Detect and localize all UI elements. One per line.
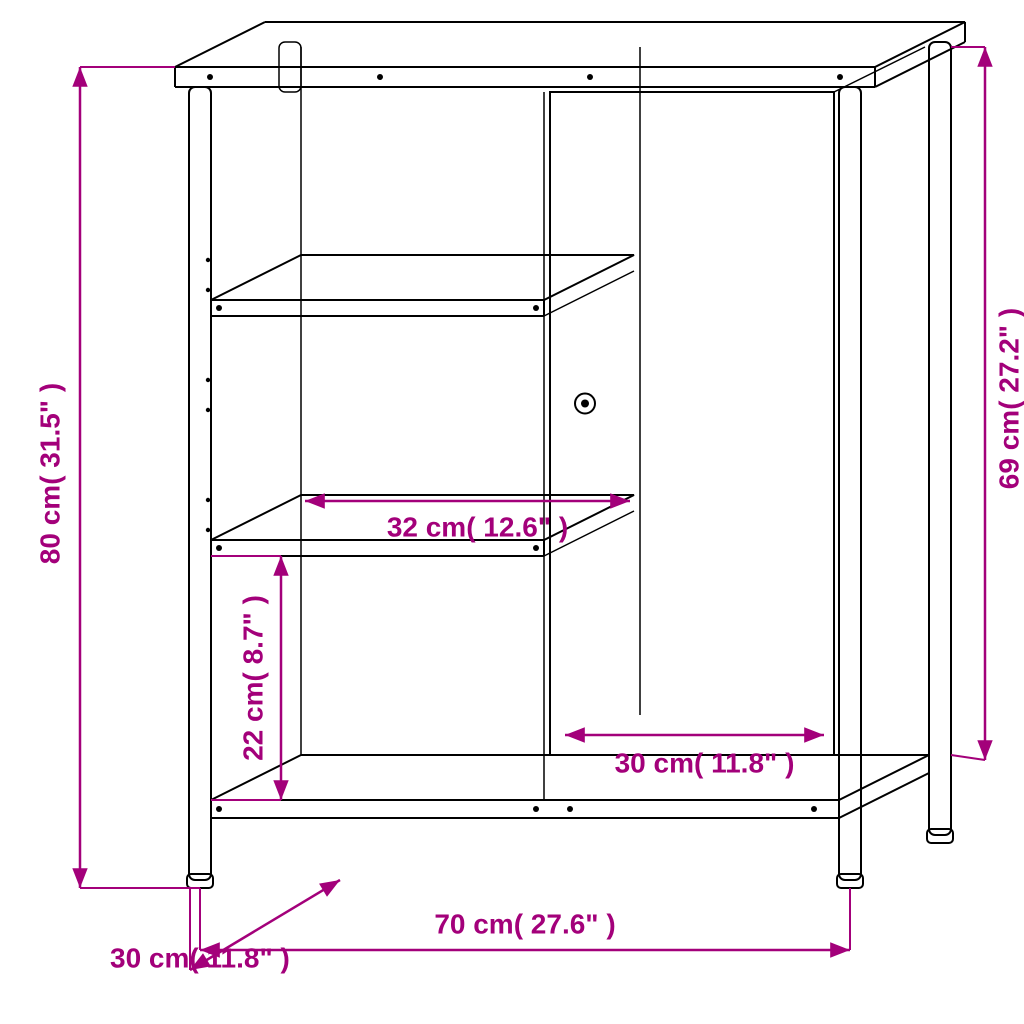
svg-text:80 cm( 31.5" ): 80 cm( 31.5" ) — [34, 383, 65, 564]
svg-text:22 cm( 8.7" ): 22 cm( 8.7" ) — [237, 595, 268, 761]
furniture-dimension-diagram: 80 cm( 31.5" ) 30 cm( 11.8" ) 70 cm( 27.6"… — [0, 0, 1024, 1024]
svg-text:30 cm( 11.8" ): 30 cm( 11.8" ) — [615, 747, 795, 778]
svg-text:69 cm( 27.2" ): 69 cm( 27.2" ) — [993, 308, 1024, 489]
svg-text:32 cm( 12.6" ): 32 cm( 12.6" ) — [387, 511, 568, 542]
svg-text:70 cm( 27.6" ): 70 cm( 27.6" ) — [434, 908, 615, 939]
